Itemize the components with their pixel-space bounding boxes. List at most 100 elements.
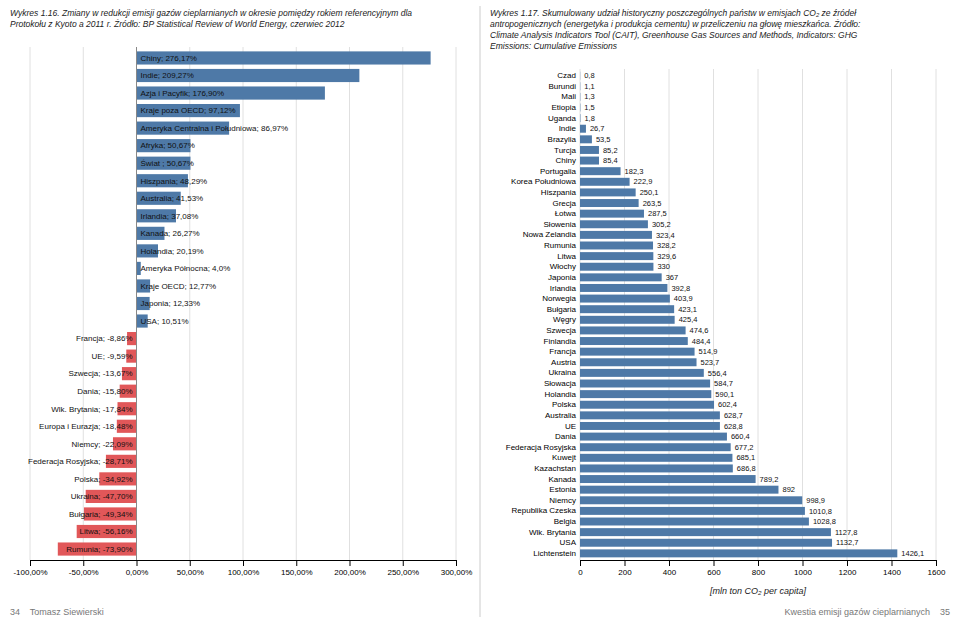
- bar: [580, 549, 897, 557]
- y-tick: Kanada: [548, 475, 576, 484]
- y-tick-label: Australia: [545, 411, 577, 420]
- x-tick: 200,00%: [334, 560, 366, 577]
- y-tick-label: Estonia: [549, 485, 576, 494]
- bar: [137, 104, 240, 117]
- bar: [580, 433, 727, 441]
- y-tick-label: Dania: [555, 432, 576, 441]
- y-tick: Federacja Rosyjska: [506, 443, 577, 452]
- data-label: 222,9: [634, 177, 653, 186]
- y-tick: Czad: [557, 71, 576, 80]
- grid-line: [891, 69, 892, 560]
- data-label: Kraje OECD; 12,77%: [141, 282, 217, 291]
- x-tick-label: -50,00%: [69, 568, 99, 577]
- data-label: 660,4: [731, 432, 750, 441]
- grid-line: [136, 47, 137, 560]
- x-tick-mark: [403, 560, 404, 566]
- y-tick-label: Słowenia: [544, 220, 577, 229]
- y-tick-label: Federacja Rosyjska: [506, 443, 577, 452]
- x-tick: -50,00%: [69, 560, 99, 577]
- y-tick: Nowa Zelandia: [523, 230, 577, 239]
- bar: [580, 401, 714, 409]
- y-tick: Japonia: [548, 273, 577, 282]
- x-tick-label: 600: [707, 568, 721, 577]
- y-tick: Australia: [545, 411, 577, 420]
- x-tick-label: 400: [663, 568, 677, 577]
- y-tick-label: Uganda: [548, 114, 577, 123]
- bar: [580, 316, 675, 324]
- x-tick: 250,00%: [387, 560, 419, 577]
- data-label: 26,7: [590, 124, 605, 133]
- y-tick-label: Węgry: [553, 315, 576, 324]
- data-label: Indie; 209,27%: [141, 71, 194, 80]
- data-label: Szwecja; -13,67%: [68, 369, 132, 378]
- grid-line: [936, 69, 937, 560]
- y-tick: Brazylia: [548, 135, 577, 144]
- x-axis: -100,00%-50,00%0,00%50,00%100,00%150,00%…: [13, 560, 472, 577]
- y-tick: Portugalia: [540, 167, 577, 176]
- y-tick-label: Nowa Zelandia: [523, 230, 577, 239]
- figure: Wykres 1.16. Zmiany w redukcji emisji ga…: [0, 0, 960, 623]
- x-tick-label: 800: [752, 568, 766, 577]
- bar: [580, 263, 653, 271]
- data-label: 474,6: [690, 326, 709, 335]
- y-tick-label: Kazachstan: [534, 464, 576, 473]
- data-label: 590,1: [715, 390, 734, 399]
- y-tick: Norwegia: [542, 294, 576, 303]
- y-tick: Holandia: [544, 390, 576, 399]
- y-tick-label: Hiszpania: [541, 188, 577, 197]
- x-tick-label: 200: [618, 568, 632, 577]
- data-label: 330: [657, 262, 670, 271]
- y-tick: Niemcy: [549, 496, 576, 505]
- y-tick-label: Wlk. Brytania: [529, 528, 577, 537]
- x-tick-mark: [296, 560, 297, 566]
- bars: [58, 51, 431, 555]
- y-tick: Estonia: [549, 485, 576, 494]
- y-tick-label: Rumunia: [544, 241, 577, 250]
- y-tick: Dania: [555, 432, 576, 441]
- y-tick: Belgia: [554, 517, 577, 526]
- zero-line: [136, 47, 137, 560]
- x-tick-mark: [243, 560, 244, 566]
- y-tick: Grecja: [552, 199, 576, 208]
- bar: [580, 114, 581, 122]
- x-tick-label: 1200: [839, 568, 857, 577]
- data-label: Kraje poza OECD; 97,12%: [141, 106, 236, 115]
- bar: [580, 348, 695, 356]
- data-label: Irlandia; 37,08%: [141, 212, 199, 221]
- data-label: Rumunia; -73,90%: [66, 545, 132, 554]
- data-label: 250,1: [640, 188, 659, 197]
- data-label: 556,4: [708, 369, 727, 378]
- bar: [580, 358, 697, 366]
- data-label: Afryka; 50,67%: [141, 141, 195, 150]
- data-label: 1,5: [584, 103, 594, 112]
- chart-panel: Wykres 1.17. Skumulowany udział historyc…: [490, 8, 950, 617]
- x-tick-label: 1600: [928, 568, 946, 577]
- y-tick: Litwa: [557, 252, 576, 261]
- bar: [580, 486, 778, 494]
- data-label: 425,4: [679, 315, 698, 324]
- data-label: 484,4: [692, 337, 711, 346]
- y-tick-label: Chiny: [556, 156, 576, 165]
- data-label: 1127,8: [835, 528, 857, 537]
- annotation: Kwestia emisji gazów cieplarnianych 35: [784, 607, 950, 617]
- y-tick: Austria: [551, 358, 576, 367]
- x-tick-label: 0,00%: [126, 568, 149, 577]
- data-label: Bułgaria; -49,34%: [69, 510, 133, 519]
- y-tick: Wlk. Brytania: [529, 528, 577, 537]
- y-tick-label: Mali: [561, 92, 576, 101]
- data-label: Federacja Rosyjska; -28,71%: [28, 457, 133, 466]
- bar: [580, 125, 586, 133]
- bar: [580, 369, 704, 377]
- bar: [580, 146, 599, 154]
- x-tick-mark: [803, 560, 804, 566]
- x-tick: 1200: [839, 560, 857, 577]
- y-tick-label: Niemcy: [549, 496, 576, 505]
- x-tick-mark: [892, 560, 893, 566]
- bar: [580, 390, 711, 398]
- y-tick: Lichtenstein: [533, 549, 576, 558]
- grid-line: [30, 47, 31, 560]
- bar: [580, 295, 670, 303]
- data-label: Francja; -8,86%: [76, 334, 132, 343]
- data-label: 1,1: [584, 82, 594, 91]
- x-axis-line: [31, 561, 457, 567]
